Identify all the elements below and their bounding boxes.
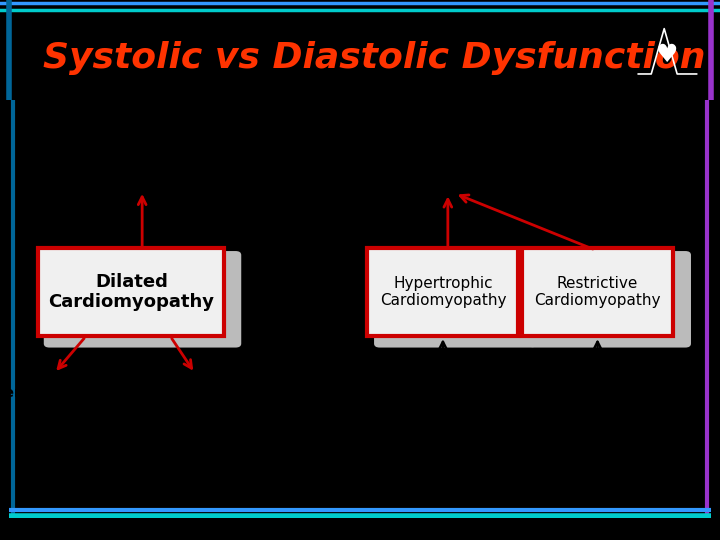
Text: Hypertension: Hypertension — [396, 386, 490, 400]
Text: EF: EF — [465, 147, 486, 163]
FancyBboxPatch shape — [367, 248, 518, 336]
Text: Dilated
Cardiomyopathy: Dilated Cardiomyopathy — [49, 273, 215, 312]
Text: stratov: stratov — [330, 487, 362, 496]
Text: LVEDV: LVEDV — [465, 170, 519, 185]
Text: LVEDV: LVEDV — [149, 170, 203, 185]
Text: Myocardial: Myocardial — [405, 406, 481, 419]
Text: Nonischemic
Disease: Nonischemic Disease — [163, 384, 262, 416]
FancyBboxPatch shape — [528, 251, 691, 348]
Text: Amyloidosis.: Amyloidosis. — [569, 386, 657, 400]
FancyBboxPatch shape — [374, 251, 536, 348]
Text: Ischemic Disease: Ischemic Disease — [0, 386, 107, 400]
Text: ♥: ♥ — [656, 43, 679, 67]
FancyBboxPatch shape — [38, 248, 225, 336]
Text: Sarcoidosis: Sarcoidosis — [573, 406, 653, 419]
Text: Diastolic Dysfuntion: Diastolic Dysfuntion — [421, 112, 594, 127]
FancyBboxPatch shape — [44, 251, 241, 348]
Text: http://www.ctsnet.org/home/eyev: http://www.ctsnet.org/home/eyev — [270, 467, 422, 476]
Text: Systolic Dysfunction: Systolic Dysfunction — [55, 112, 230, 127]
Text: Ischemia: Ischemia — [412, 426, 474, 438]
Text: Restrictive
Cardiomyopathy: Restrictive Cardiomyopathy — [534, 276, 661, 308]
Text: Systolic vs Diastolic Dysfunction: Systolic vs Diastolic Dysfunction — [43, 41, 706, 75]
FancyBboxPatch shape — [521, 248, 672, 336]
Text: Hypertrophic
Cardiomyopathy: Hypertrophic Cardiomyopathy — [379, 276, 506, 308]
Text: EF: EF — [149, 147, 170, 163]
